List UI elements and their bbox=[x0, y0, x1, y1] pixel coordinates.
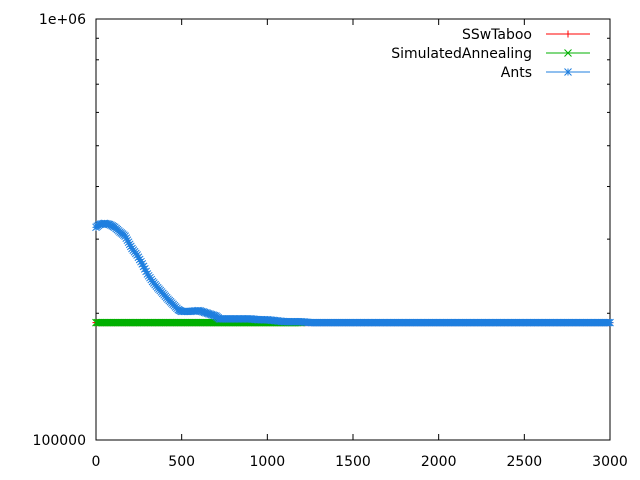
series-layer bbox=[92, 219, 614, 327]
data-point-ants bbox=[123, 236, 132, 245]
legend-label-ants: Ants bbox=[501, 65, 532, 81]
legend-marker-ants bbox=[564, 68, 572, 76]
x-tick-label: 2500 bbox=[507, 454, 543, 470]
data-point-ants bbox=[606, 318, 614, 327]
data-point-ants bbox=[125, 240, 134, 249]
x-tick-label: 3000 bbox=[592, 454, 628, 470]
series-ants bbox=[92, 219, 614, 327]
legend: SSwTaboo SimulatedAnnealing Ants bbox=[391, 27, 590, 81]
data-point-ants bbox=[142, 267, 150, 276]
legend-label-simulatedannealing: SimulatedAnnealing bbox=[391, 46, 532, 62]
y-tick-label: 100000 bbox=[33, 433, 86, 449]
data-point-ants bbox=[137, 257, 145, 266]
data-point-ants bbox=[135, 255, 144, 264]
legend-marker-sswtaboo bbox=[564, 30, 572, 38]
data-point-ants bbox=[139, 262, 148, 271]
legend-marker-simulatedannealing bbox=[564, 49, 572, 57]
x-tick-label: 500 bbox=[168, 454, 195, 470]
data-point-ants bbox=[140, 265, 149, 273]
data-point-ants bbox=[133, 251, 141, 259]
data-point-ants bbox=[122, 234, 131, 242]
data-point-ants bbox=[138, 260, 147, 268]
data-point-ants bbox=[126, 242, 135, 251]
x-tick-label: 0 bbox=[92, 454, 101, 470]
axis-ticks bbox=[95, 18, 611, 441]
data-point-ants bbox=[121, 232, 129, 240]
x-tick-label: 2000 bbox=[421, 454, 457, 470]
x-tick-label: 1000 bbox=[250, 454, 286, 470]
data-point-ants bbox=[134, 253, 143, 262]
legend-label-sswtaboo: SSwTaboo bbox=[462, 27, 532, 43]
data-point-ants bbox=[124, 238, 133, 247]
plot-frame bbox=[95, 18, 611, 441]
x-tick-label: 1500 bbox=[335, 454, 371, 470]
axis-tick-labels: 0 500 1000 1500 2000 2500 3000 1e+06 100000 bbox=[33, 12, 628, 470]
y-tick-label: 1e+06 bbox=[39, 12, 86, 28]
